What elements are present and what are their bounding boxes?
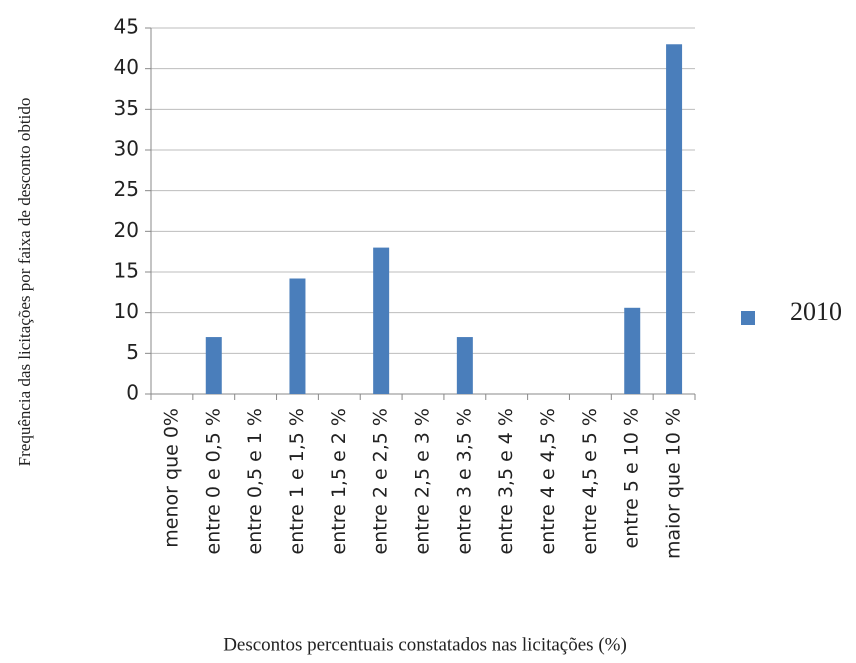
- bar: [666, 44, 683, 395]
- x-tick-label: entre 2 e 2,5 %: [370, 408, 392, 554]
- bar: [373, 247, 390, 394]
- x-tick-label: entre 1,5 e 2 %: [328, 408, 350, 554]
- y-tick-label: 30: [114, 137, 139, 161]
- x-tick-label: entre 3,5 e 4 %: [495, 408, 517, 554]
- x-tick-label: entre 0,5 e 1 %: [244, 408, 266, 554]
- y-tick-label: 0: [126, 381, 139, 405]
- y-axis-title: Frequência das licitações por faixa de d…: [15, 98, 34, 467]
- x-tick-label: entre 3 e 3,5 %: [453, 408, 475, 554]
- bar: [289, 278, 306, 394]
- x-tick-label: entre 2,5 e 3 %: [412, 408, 434, 554]
- x-tick-label: entre 0 e 0,5 %: [202, 408, 224, 554]
- y-tick-label: 25: [114, 177, 139, 201]
- y-tick-label: 10: [114, 299, 139, 323]
- x-tick-label: menor que 0%: [160, 408, 182, 548]
- x-tick-label: entre 1 e 1,5 %: [286, 408, 308, 554]
- y-tick-label: 20: [114, 218, 139, 242]
- y-tick-label: 15: [114, 259, 139, 283]
- y-tick-label: 45: [114, 15, 139, 39]
- x-tick-label: entre 4,5 e 5 %: [579, 408, 601, 554]
- x-axis-title: Descontos percentuais constatados nas li…: [223, 634, 627, 655]
- bar: [624, 307, 641, 394]
- legend-label: 2010: [790, 297, 842, 326]
- y-tick-label: 40: [114, 55, 139, 79]
- y-tick-label: 5: [126, 340, 139, 364]
- y-tick-label: 35: [114, 96, 139, 120]
- x-tick-label: entre 5 e 10 %: [621, 408, 643, 548]
- x-tick-label: entre 4 e 4,5 %: [537, 408, 559, 554]
- bar: [205, 337, 222, 394]
- bar: [456, 337, 473, 394]
- x-tick-label: maior que 10 %: [663, 408, 685, 559]
- legend-swatch: [741, 311, 755, 325]
